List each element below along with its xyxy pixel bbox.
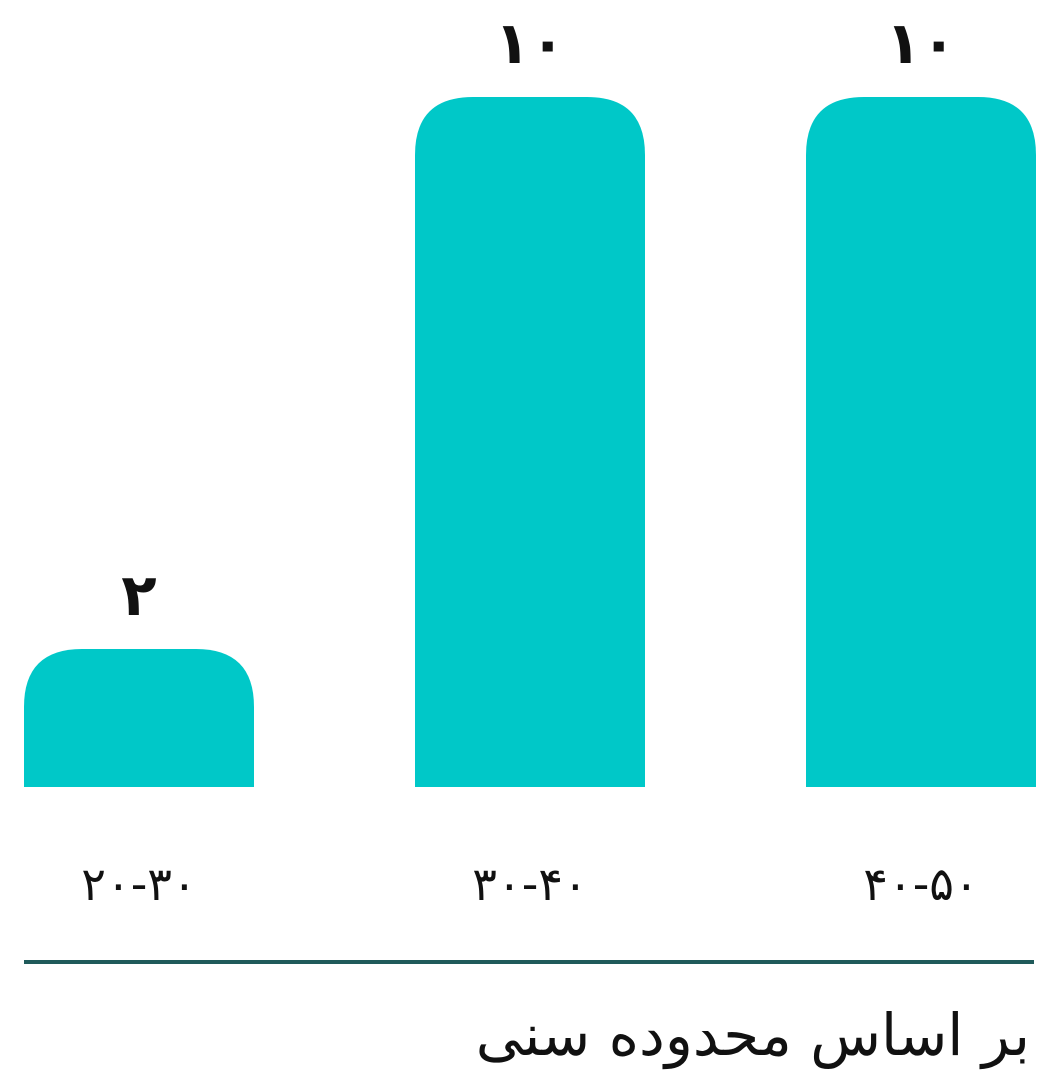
x-tick-label-2: ۴۰-۵۰ bbox=[863, 857, 978, 911]
bar-2 bbox=[806, 97, 1036, 787]
x-axis-caption: بر اساس محدوده سنی bbox=[475, 1001, 1030, 1069]
bar-0 bbox=[24, 649, 254, 787]
x-tick-label-1: ۳۰-۴۰ bbox=[472, 857, 587, 911]
bar-1 bbox=[415, 97, 645, 787]
x-tick-label-0: ۲۰-۳۰ bbox=[81, 857, 196, 911]
bars-group bbox=[24, 97, 1036, 787]
value-labels-group: ۲ ۱۰ ۱۰ bbox=[121, 9, 956, 629]
x-tick-labels-group: ۲۰-۳۰ ۳۰-۴۰ ۴۰-۵۰ bbox=[81, 857, 978, 911]
value-label-0: ۲ bbox=[121, 561, 156, 629]
value-label-1: ۱۰ bbox=[495, 9, 566, 77]
value-label-2: ۱۰ bbox=[886, 9, 957, 77]
